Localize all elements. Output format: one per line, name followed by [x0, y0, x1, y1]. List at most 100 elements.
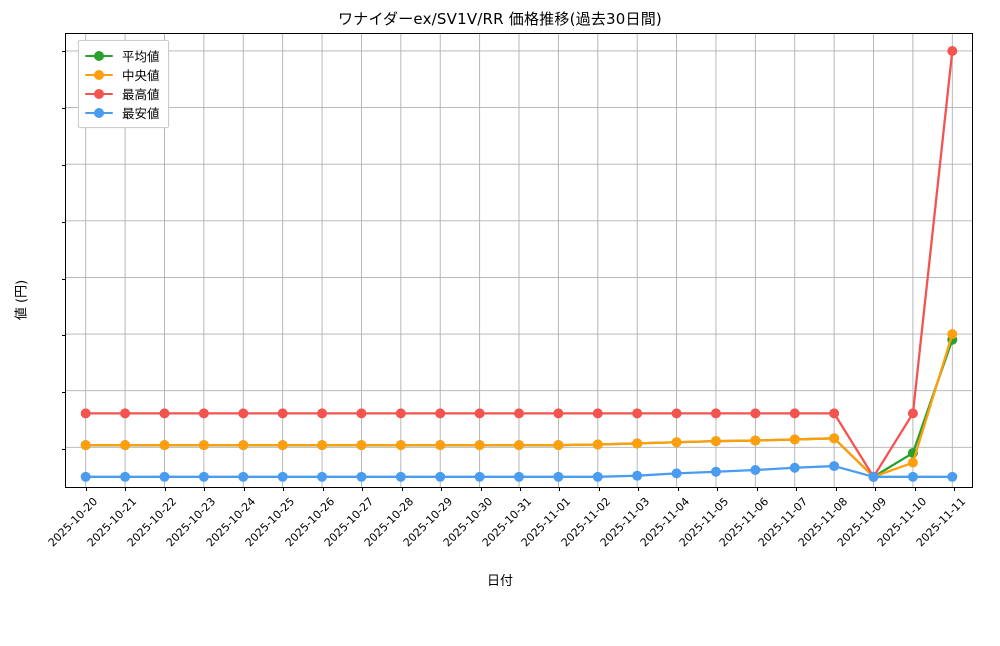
x-tick-mark [322, 487, 324, 491]
data-point [710, 466, 721, 477]
series-4 [80, 461, 958, 482]
data-point [317, 408, 328, 419]
data-point [80, 408, 91, 419]
data-point [198, 440, 209, 451]
y-tick-mark [62, 164, 66, 166]
data-point [907, 471, 918, 482]
data-point [592, 471, 603, 482]
x-tick-mark [756, 487, 758, 491]
data-point [474, 440, 485, 451]
x-tick-mark [559, 487, 561, 491]
legend-marker-icon [85, 107, 113, 119]
data-point [356, 471, 367, 482]
data-point [238, 471, 249, 482]
data-point [671, 408, 682, 419]
legend-label: 最高値 [122, 87, 160, 102]
plot-area [62, 33, 973, 491]
data-point [947, 329, 958, 340]
data-point [277, 440, 288, 451]
data-point [317, 440, 328, 451]
data-point [947, 46, 958, 56]
x-tick-mark [480, 487, 482, 491]
data-point [553, 440, 564, 451]
x-tick-mark [125, 487, 127, 491]
chart-title: ワナイダーex/SV1V/RR 価格推移(過去30日間) [338, 10, 662, 28]
y-tick-mark [62, 449, 66, 451]
x-tick-mark [598, 487, 600, 491]
y-axis-tick-labels: 100200300400500600700800 [0, 33, 65, 488]
x-tick-mark [204, 487, 206, 491]
data-point [395, 408, 406, 419]
data-point [750, 465, 761, 475]
data-point [198, 408, 209, 419]
data-point [356, 440, 367, 451]
legend-item-4[interactable]: 最安値 [85, 103, 160, 122]
data-point [514, 471, 524, 482]
x-tick-mark [914, 487, 916, 491]
data-point [671, 437, 682, 448]
data-point [356, 408, 367, 419]
legend-marker-icon [85, 88, 113, 100]
legend-marker-icon [85, 69, 113, 81]
data-point [198, 471, 209, 482]
data-point [277, 408, 288, 419]
x-tick-mark [677, 487, 679, 491]
x-tick-mark [835, 487, 837, 491]
y-tick-mark [62, 278, 66, 280]
legend-item-3[interactable]: 最高値 [85, 84, 160, 103]
series-2 [80, 329, 958, 482]
data-point [238, 440, 249, 451]
data-point [514, 440, 524, 451]
data-point [947, 471, 958, 482]
x-tick-mark [164, 487, 166, 491]
x-tick-mark [362, 487, 364, 491]
data-point [277, 471, 288, 482]
data-point [789, 408, 800, 419]
data-point [829, 461, 840, 472]
data-point [159, 471, 170, 482]
data-point [317, 471, 328, 482]
data-point [829, 408, 840, 419]
x-tick-mark [85, 487, 87, 491]
data-point [435, 471, 446, 482]
x-tick-mark [954, 487, 956, 491]
data-point [750, 435, 761, 446]
legend-label: 中央値 [122, 68, 160, 83]
legend-item-2[interactable]: 中央値 [85, 65, 160, 84]
data-series-layer [80, 46, 958, 482]
data-point [435, 440, 446, 451]
data-point [120, 408, 131, 419]
data-point [395, 471, 406, 482]
legend-label: 最安値 [122, 106, 160, 121]
data-point [868, 471, 879, 482]
series-3 [80, 46, 958, 482]
data-point [789, 434, 800, 445]
data-point [789, 462, 800, 473]
x-tick-mark [283, 487, 285, 491]
data-point [474, 408, 485, 419]
legend-label: 平均値 [122, 49, 160, 64]
data-point [710, 436, 721, 447]
x-tick-mark [875, 487, 877, 491]
data-point [80, 440, 91, 451]
y-tick-mark [62, 51, 66, 53]
data-point [829, 433, 840, 444]
data-point [632, 438, 643, 449]
legend-marker-icon [85, 50, 113, 62]
data-point [474, 471, 485, 482]
x-tick-mark [717, 487, 719, 491]
data-point [120, 440, 131, 451]
y-tick-mark [62, 221, 66, 223]
legend-item-1[interactable]: 平均値 [85, 46, 160, 65]
data-point [159, 408, 170, 419]
x-tick-mark [243, 487, 245, 491]
data-point [907, 408, 918, 419]
x-tick-mark [796, 487, 798, 491]
data-point [395, 440, 406, 451]
x-tick-mark [638, 487, 640, 491]
x-tick-mark [441, 487, 443, 491]
series-1 [80, 334, 958, 482]
x-tick-mark [401, 487, 403, 491]
x-axis-label: 日付 [486, 574, 513, 589]
data-point [750, 408, 761, 419]
